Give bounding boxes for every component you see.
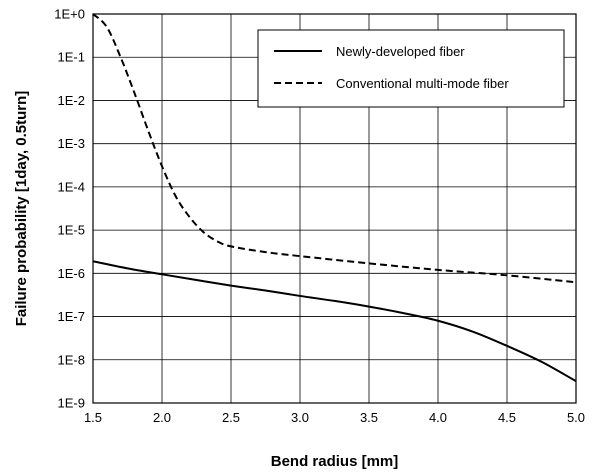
tick-labels: 1.5 2.0 2.5 3.0 3.5 4.0 4.5 5.0 1E+0 1E-1 1E-2 1E-3… (54, 7, 585, 426)
y-tick-label: 1E-8 (58, 352, 85, 367)
y-tick-label: 1E-4 (58, 179, 85, 194)
x-tick-label: 1.5 (84, 410, 102, 425)
x-tick-label: 5.0 (567, 410, 585, 425)
x-tick-label: 3.0 (291, 410, 309, 425)
y-tick-label: 1E-1 (58, 50, 85, 65)
x-axis-title: Bend radius [mm] (271, 453, 399, 470)
series-line-newly-developed (92, 260, 577, 383)
y-tick-label: 1E-3 (58, 136, 85, 151)
x-tick-label: 4.5 (498, 410, 516, 425)
legend: Newly-developed fiber Conventional multi… (257, 29, 565, 108)
plot-frame (92, 13, 577, 404)
y-tick-label: 1E-5 (58, 223, 85, 238)
y-tick-label: 1E-2 (58, 93, 85, 108)
y-tick-label: 1E-6 (58, 266, 85, 281)
legend-box (257, 29, 565, 108)
x-tick-label: 2.0 (153, 410, 171, 425)
y-tick-label: 1E+0 (54, 7, 85, 22)
legend-label-conventional: Conventional multi-mode fiber (336, 76, 509, 91)
y-tick-label: 1E-7 (58, 309, 85, 324)
y-tick-label: 1E-9 (58, 396, 85, 411)
legend-label-newly-developed: Newly-developed fiber (336, 44, 465, 59)
series-line-conventional (92, 13, 577, 284)
y-axis-title: Failure probability [1day, 0.5turn] (13, 91, 30, 327)
series-layer (92, 13, 577, 383)
x-tick-label: 3.5 (360, 410, 378, 425)
x-tick-label: 4.0 (429, 410, 447, 425)
x-tick-label: 2.5 (222, 410, 240, 425)
